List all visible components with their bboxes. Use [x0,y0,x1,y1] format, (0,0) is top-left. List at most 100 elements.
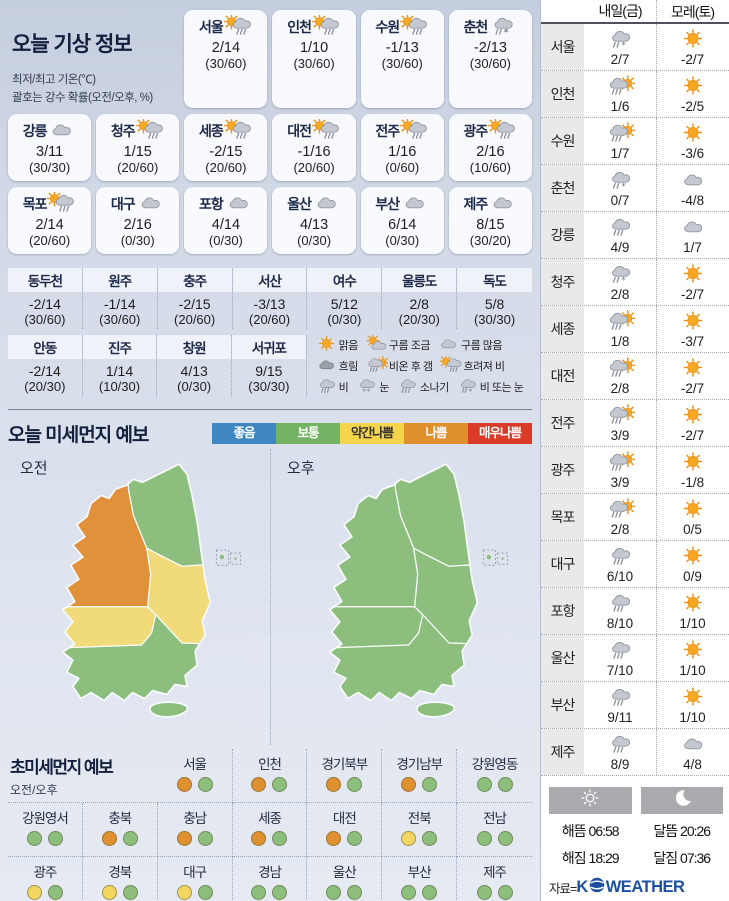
forecast-d2-cell: -3/6 [656,118,728,164]
ultrafine-item: 대전 [307,802,383,857]
moonrise-line: 달뜸 20:26 [641,821,724,841]
dust-level-badge: 좋음 [212,422,276,444]
forecast-d2-temp: -2/5 [680,98,705,114]
weather-icon-legend: 맑음 구름 조금 구름 많음 흐림 비온 후 갬 흐려져 비 비 * * 눈 소나기 * 비 또는 눈 [307,333,532,397]
extra-city-cell: 서산 -3/13 (20/60) [232,267,308,329]
forecast-rain-sun-icon [605,74,636,101]
forecast-d2-cell: 0/5 [656,494,728,540]
forecast-sun-icon [678,451,708,477]
forecast-rain-sun-icon [605,403,636,430]
forecast-d2-temp: 0/5 [683,521,702,537]
forecast-cloud-icon [678,733,708,759]
dust-maps: 오전 오후 [0,448,540,745]
ultrafine-region-name: 대구 [183,864,207,880]
kweather-logo-rest: WEATHER [605,878,685,896]
ultrafine-region-name: 경남 [258,864,282,880]
forecast-rain-snow-icon: * [605,263,635,289]
ultrafine-item: 울산 [307,856,383,901]
ultrafine-pm-dot [422,830,438,846]
moonset-line: 달짐 07:36 [641,848,724,868]
ultrafine-circles [233,773,307,797]
extra-row-2: 안동 -2/14 (20/30) 진주 1/14 (10/30) 창원 4/13 (0/30) 서… [8,333,532,397]
city-card: 인천 1/10 (30/60) [272,10,356,108]
cloud-icon [224,192,253,216]
moon-column: 달뜸 20:26 달짐 07:36 [640,787,724,868]
forecast-rain-sun-icon [605,121,636,148]
legend-sun-icon [315,335,338,355]
dust-map-am: 오전 [4,449,270,745]
forecast-d1-temp: 0/7 [610,192,630,208]
forecast-row: 강릉 4/9 1/7 [541,212,729,259]
cloud-icon [488,192,517,216]
forecast-d2-temp: -2/7 [680,286,705,302]
ultrafine-pm-dot [47,830,63,846]
ultrafine-pm-dot [422,776,438,792]
extra-city-precip: (30/60) [24,311,66,327]
forecast-d1-cell: 4/9 [584,212,656,258]
ultrafine-circles [158,773,232,797]
title-block: 오늘 기상 정보 최저/최고 기온(℃) 괄호는 강수 확률(오전/오후, %) [8,10,179,108]
city-card-header: 수원 [362,13,443,39]
forecast-d1-cell: * 0/7 [584,165,656,211]
forecast-d1-temp: 2/8 [610,521,630,537]
forecast-sun-icon [678,404,708,430]
sun-rain-icon [487,117,517,143]
forecast-city: 울산 [541,635,584,681]
ultrafine-am-dot [326,884,342,900]
svg-text:*: * [367,386,371,394]
forecast-rain-snow-icon: * [605,169,635,195]
forecast-sun-icon [678,545,708,571]
forecast-d1-cell: 3/9 [584,447,656,493]
city-precip: (30/30) [28,159,71,175]
forecast-d2-temp: -2/7 [680,51,705,67]
legend-item: * 비 또는 눈 [456,377,524,397]
ultrafine-circles [382,827,456,851]
city-name: 수원 [375,19,400,35]
forecast-rain-sun-icon [605,497,636,524]
forecast-d1-cell: * 2/7 [584,24,656,70]
ultrafine-region-name: 강원영동 [471,756,519,772]
moon-icon [669,787,695,814]
forecast-row: 대전 2/8 -2/7 [541,353,729,400]
page-title: 오늘 기상 정보 [12,33,133,56]
ultrafine-region-name: 서울 [183,756,207,772]
city-name: 목포 [22,195,48,212]
forecast-d2-cell: 1/10 [656,635,728,681]
sun-rain-icon [46,190,76,216]
forecast-row: 춘천 * 0/7 -4/8 [541,165,729,212]
forecast-rain-icon [605,545,635,571]
ultrafine-item: 세종 [232,802,308,857]
ultrafine-am-dot [401,830,417,846]
forecast-d1-temp: 8/10 [606,615,634,631]
today-grid: 오늘 기상 정보 최저/최고 기온(℃) 괄호는 강수 확률(오전/오후, %)… [0,0,540,258]
extra-city-temp: 5/12 [330,295,358,312]
sun-rain-icon [311,13,341,39]
ultrafine-circles [382,773,456,797]
city-card: 대전 -1/16 (20/60) [272,113,356,181]
sunrise-time: 06:58 [588,823,620,839]
legend-label: 맑음 [338,339,359,352]
ultrafine-am-dot [101,884,117,900]
city-card-header: 강릉 [9,119,90,143]
extra-city-cell: 원주 -1/14 (30/60) [82,267,158,329]
legend-label: 흐림 [338,360,359,373]
city-card-header: 서울 [185,13,266,39]
forecast-sun-icon [678,310,708,336]
dust-level-badge: 매우나쁨 [468,422,532,444]
extra-city-precip: (0/30) [177,378,212,394]
ultrafine-am-dot [326,776,342,792]
ultrafine-item: 인천 [232,748,308,803]
city-card: 부산 6/14 (0/30) [360,186,444,254]
forecast-d2-cell: 1/10 [656,682,728,728]
ultrafine-item: 전북 [382,802,458,857]
extra-city-precip: (0/30) [327,311,362,327]
cloud-icon [47,119,76,143]
korea-map-am [4,453,270,736]
extra-city-temp: -2/14 [28,295,61,312]
city-temp: 1/16 [388,143,417,160]
forecast-rain-icon [605,733,635,759]
ultrafine-circles [457,773,532,797]
legend-item: 흐려져 비 [438,354,505,376]
ultrafine-pm-dot [47,884,63,900]
forecast-d1-cell: 1/8 [584,306,656,352]
